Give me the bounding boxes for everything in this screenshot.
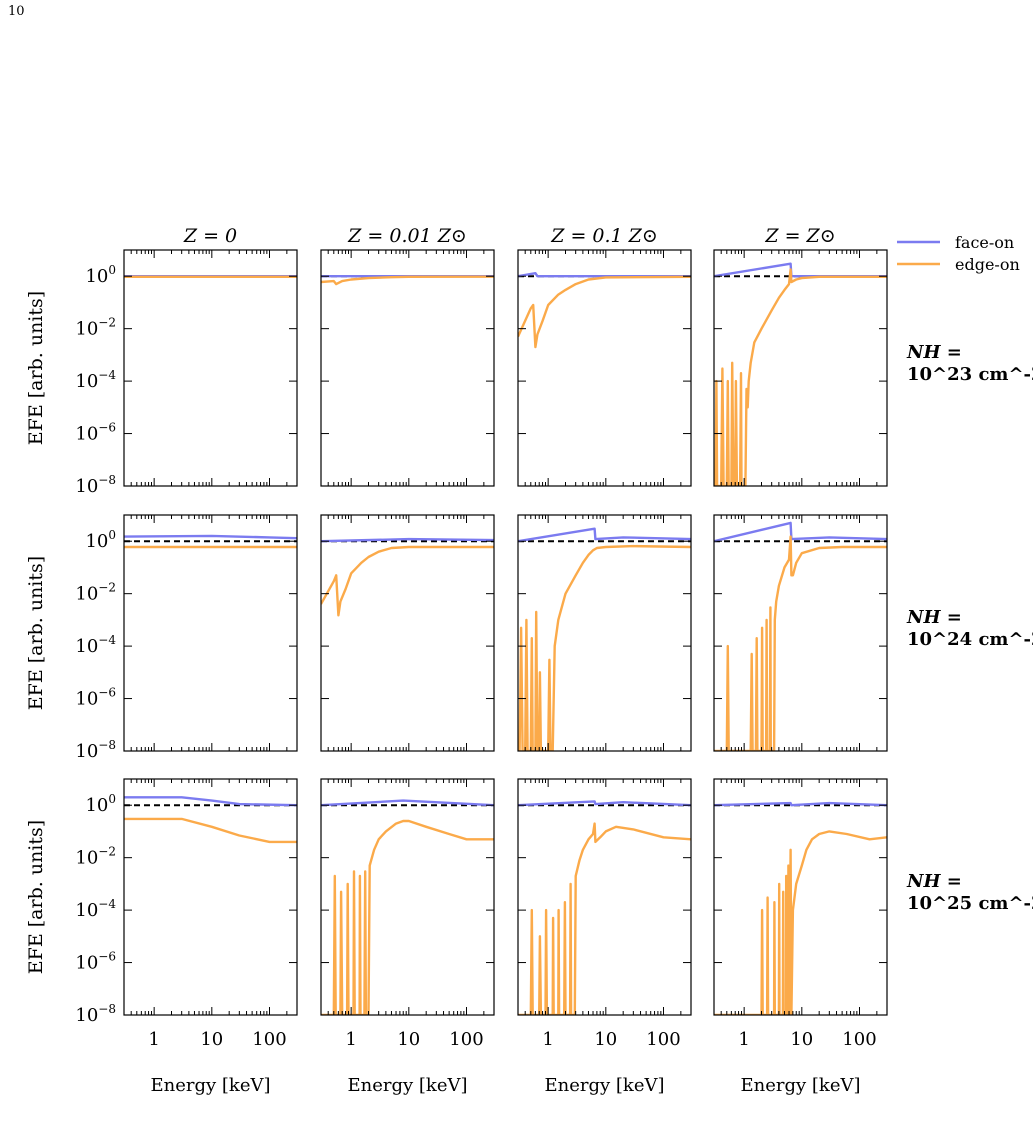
face-on-series-line — [518, 527, 691, 543]
panel-r2-c2 — [320, 514, 495, 752]
x-tick-label: 10 — [594, 1029, 617, 1050]
axes-frame — [713, 249, 888, 487]
edge-on-series-line — [714, 830, 887, 1015]
y-tick-label: 10−8 — [75, 738, 116, 762]
y-tick-label: 100 — [85, 792, 116, 816]
x-tick-label: 10 — [200, 1029, 223, 1050]
axes-frame — [517, 249, 692, 487]
y-tick-label: 10−8 — [75, 1002, 116, 1026]
y-tick-label: 10−2 — [75, 316, 116, 340]
legend-label: face-on — [955, 233, 1014, 252]
y-tick-label: 100 — [85, 263, 116, 287]
edge-on-series-line — [714, 535, 887, 751]
face-on-series-line — [124, 796, 297, 807]
x-tick-label: 10 — [397, 1029, 420, 1050]
edge-on-series-line — [518, 275, 691, 349]
x-tick-label: 100 — [252, 1029, 286, 1050]
face-on-series-line — [321, 799, 494, 807]
panel-r1-c1 — [123, 249, 298, 487]
edge-on-series-line — [321, 819, 494, 1015]
y-tick-label: 10−2 — [75, 845, 116, 869]
panel-r2-c4 — [713, 514, 888, 752]
y-tick-label: 10−6 — [75, 421, 116, 445]
y-tick-label: 10−4 — [75, 633, 116, 657]
panel-r3-c3 — [517, 778, 692, 1016]
page-number: 10 — [8, 4, 25, 19]
x-axis-label: Energy [keV] — [740, 1075, 860, 1096]
column-title: Z = 0 — [183, 225, 237, 247]
x-axis-label: Energy [keV] — [347, 1075, 467, 1096]
face-on-series-line — [518, 800, 691, 807]
row-label-line1: NH = — [906, 607, 962, 628]
panel-r2-c3 — [517, 514, 692, 752]
axes-frame — [517, 514, 692, 752]
face-on-series-line — [714, 262, 887, 278]
y-tick-label: 10−6 — [75, 686, 116, 710]
panel-r1-c2 — [320, 249, 495, 487]
x-tick-label: 10 — [790, 1029, 813, 1050]
y-axis-label: EFE [arb. units] — [25, 291, 47, 445]
row-label-line2: 10^23 cm^-2 — [907, 364, 1033, 385]
face-on-series-line — [518, 272, 691, 278]
y-tick-label: 100 — [85, 528, 116, 552]
axes-frame — [320, 514, 495, 752]
row-label-line1: NH = — [906, 871, 962, 892]
x-tick-label: 100 — [646, 1029, 680, 1050]
edge-on-series-line — [124, 817, 297, 844]
y-tick-label: 10−4 — [75, 368, 116, 392]
x-tick-label: 1 — [542, 1029, 553, 1050]
axes-frame — [320, 249, 495, 487]
column-title: Z = 0.01 Z⊙ — [347, 225, 467, 247]
x-tick-label: 1 — [345, 1029, 356, 1050]
face-on-series-line — [124, 534, 297, 540]
axes-frame — [713, 514, 888, 752]
x-tick-label: 100 — [449, 1029, 483, 1050]
edge-on-series-line — [518, 544, 691, 751]
axes-frame — [123, 778, 298, 1016]
y-tick-label: 10−4 — [75, 897, 116, 921]
panel-r1-c3 — [517, 249, 692, 487]
y-axis-label: EFE [arb. units] — [25, 556, 47, 710]
edge-on-series-line — [321, 545, 494, 617]
axes-frame — [517, 778, 692, 1016]
row-label-line1: NH = — [906, 342, 962, 363]
panel-r2-c1 — [123, 514, 298, 752]
panel-r3-c2 — [320, 778, 495, 1016]
y-tick-label: 10−2 — [75, 581, 116, 605]
axes-frame — [320, 778, 495, 1016]
panel-r3-c1 — [123, 778, 298, 1016]
edge-on-series-line — [714, 268, 887, 486]
x-tick-label: 100 — [842, 1029, 876, 1050]
axes-frame — [123, 514, 298, 752]
panel-r1-c4 — [713, 249, 888, 487]
legend-label: edge-on — [955, 255, 1020, 274]
face-on-series-line — [714, 801, 887, 807]
x-tick-label: 1 — [148, 1029, 159, 1050]
y-tick-label: 10−8 — [75, 473, 116, 497]
y-tick-label: 10−6 — [75, 950, 116, 974]
edge-on-series-line — [321, 275, 494, 286]
column-title: Z = Z⊙ — [764, 225, 835, 247]
face-on-series-line — [714, 521, 887, 543]
edge-on-series-line — [518, 822, 691, 1015]
y-axis-label: EFE [arb. units] — [25, 820, 47, 974]
x-axis-label: Energy [keV] — [150, 1075, 270, 1096]
axes-frame — [713, 778, 888, 1016]
row-label-line2: 10^24 cm^-2 — [907, 629, 1033, 650]
face-on-series-line — [321, 537, 494, 543]
x-axis-label: Energy [keV] — [544, 1075, 664, 1096]
column-title: Z = 0.1 Z⊙ — [550, 225, 658, 247]
panel-r3-c4 — [713, 778, 888, 1016]
x-tick-label: 1 — [738, 1029, 749, 1050]
axes-frame — [123, 249, 298, 487]
row-label-line2: 10^25 cm^-2 — [907, 893, 1033, 914]
